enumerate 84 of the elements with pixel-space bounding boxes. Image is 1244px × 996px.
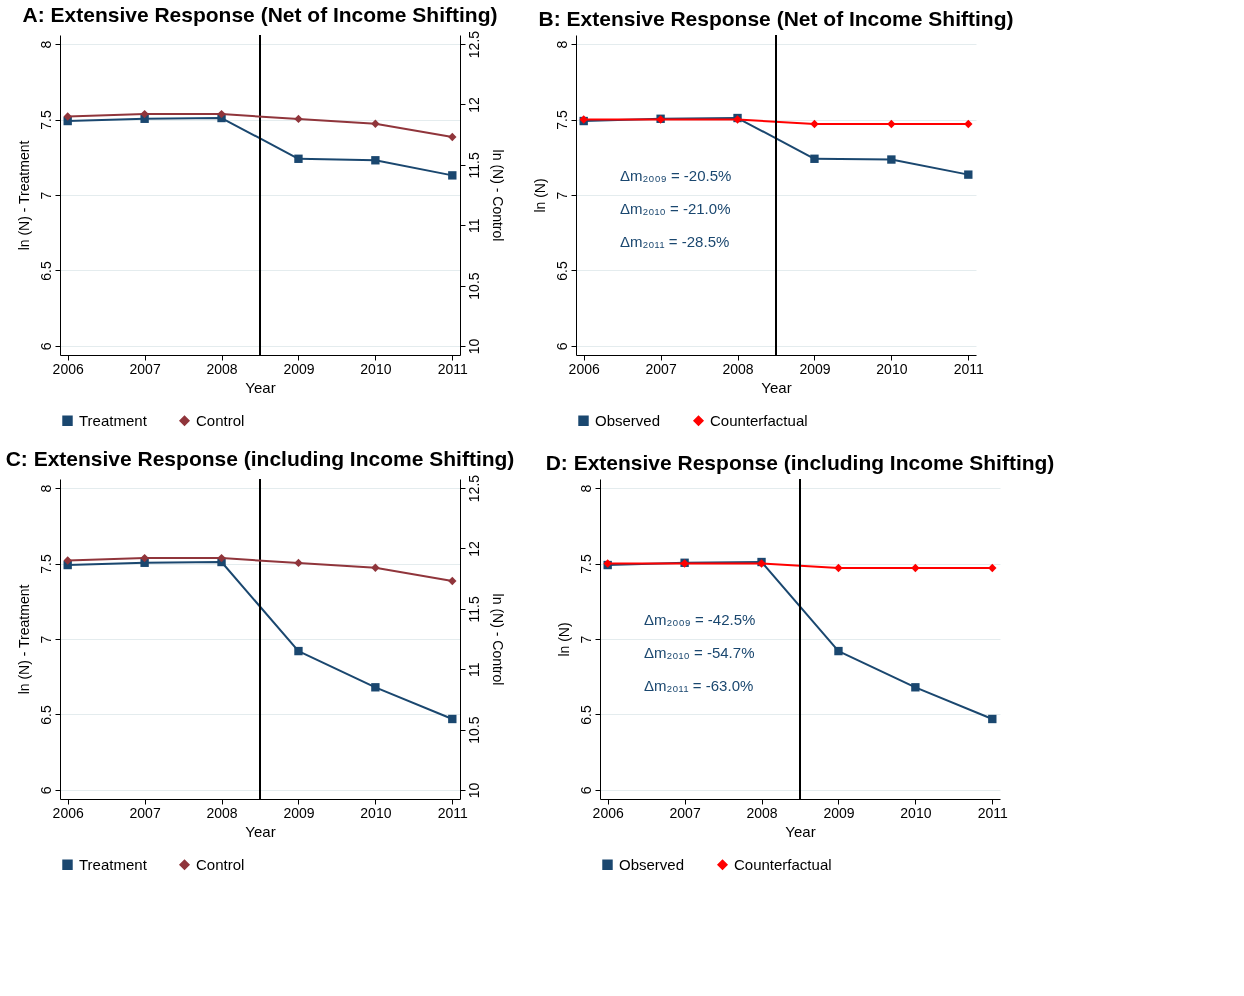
- y2-tick-label: 10: [465, 338, 482, 355]
- legend-label: Observed: [595, 411, 661, 429]
- x-tick-label: 2011: [437, 804, 469, 821]
- legend-label: Treatment: [79, 411, 148, 429]
- x-axis-title: Year: [785, 822, 816, 840]
- y-tick-label: 6: [577, 786, 594, 795]
- x-tick-label: 2008: [746, 804, 778, 821]
- y-tick-label: 7.5: [37, 554, 54, 574]
- y-tick-label: 6.5: [553, 261, 570, 281]
- legend-label: Counterfactual: [734, 855, 832, 873]
- annotation: Δm₂₀₀₉ = -20.5%: [620, 166, 732, 184]
- y-tick-label: 7.5: [553, 110, 570, 130]
- x-tick-label: 2009: [283, 360, 315, 377]
- x-tick-label: 2010: [360, 804, 392, 821]
- x-tick-label: 2011: [437, 360, 469, 377]
- y-tick-label: 6: [37, 342, 54, 351]
- legend-label: Treatment: [79, 855, 148, 873]
- annotation: Δm₂₀₁₁ = -63.0%: [644, 676, 754, 694]
- x-tick-label: 2007: [129, 360, 161, 377]
- x-axis-title: Year: [245, 378, 276, 396]
- x-tick-label: 2008: [722, 360, 754, 377]
- y2-tick-label: 12.5: [465, 474, 482, 503]
- y-axis-title: ln (N): [531, 178, 548, 213]
- x-tick-label: 2006: [52, 360, 84, 377]
- y2-tick-label: 12.5: [465, 30, 482, 59]
- y-axis-title: ln (N) - Treatment: [15, 584, 32, 695]
- x-tick-label: 2011: [953, 360, 985, 377]
- y-tick-label: 6: [37, 786, 54, 795]
- y2-tick-label: 10.5: [465, 716, 482, 744]
- annotation: Δm₂₀₁₀ = -54.7%: [644, 643, 755, 661]
- y2-tick-label: 10: [465, 782, 482, 799]
- y-tick-label: 7.5: [37, 110, 54, 130]
- y2-tick-label: 11.5: [465, 596, 482, 623]
- y-tick-label: 8: [37, 40, 54, 49]
- legend-label: Counterfactual: [710, 411, 808, 429]
- chart-title: D: Extensive Response (including Income Shifting): [545, 451, 1055, 474]
- y-tick-label: 6: [553, 342, 570, 351]
- y-tick-label: 7: [577, 635, 594, 644]
- y-axis-title: ln (N): [555, 622, 572, 657]
- x-tick-label: 2010: [900, 804, 932, 821]
- annotation: Δm₂₀₀₉ = -42.5%: [644, 610, 756, 628]
- x-axis-title: Year: [761, 378, 792, 396]
- y-tick-label: 6.5: [37, 261, 54, 281]
- y-tick-label: 8: [37, 484, 54, 493]
- x-tick-label: 2009: [823, 804, 855, 821]
- x-tick-label: 2010: [876, 360, 908, 377]
- chart-title: C: Extensive Response (including Income Shifting): [5, 447, 515, 471]
- y-tick-label: 6.5: [577, 705, 594, 725]
- annotation: Δm₂₀₁₀ = -21.0%: [620, 199, 731, 217]
- y-tick-label: 6.5: [37, 705, 54, 725]
- x-tick-label: 2006: [52, 804, 84, 821]
- x-tick-label: 2009: [283, 804, 315, 821]
- y2-tick-label: 11.5: [465, 152, 482, 179]
- x-tick-label: 2007: [645, 360, 677, 377]
- y-tick-label: 7.5: [577, 554, 594, 574]
- y-tick-label: 7: [37, 191, 54, 200]
- y2-tick-label: 10.5: [465, 272, 482, 300]
- x-tick-label: 2008: [206, 804, 238, 821]
- x-tick-label: 2010: [360, 360, 392, 377]
- y2-axis-title: ln (N) - Control: [489, 593, 506, 686]
- y-tick-label: 7: [37, 635, 54, 644]
- y-tick-label: 7: [553, 191, 570, 200]
- y2-tick-label: 11: [465, 662, 482, 677]
- x-axis-title: Year: [245, 822, 276, 840]
- y2-tick-label: 12: [465, 540, 482, 557]
- x-tick-label: 2006: [568, 360, 600, 377]
- y-tick-label: 8: [577, 484, 594, 493]
- y-axis-title: ln (N) - Treatment: [15, 140, 32, 251]
- x-tick-label: 2007: [129, 804, 161, 821]
- y2-tick-label: 12: [465, 96, 482, 113]
- x-tick-label: 2006: [592, 804, 624, 821]
- legend-label: Control: [196, 411, 245, 429]
- chart-title: A: Extensive Response (Net of Income Shifting): [22, 3, 498, 27]
- x-tick-label: 2008: [206, 360, 238, 377]
- x-tick-label: 2011: [977, 804, 1009, 821]
- y-tick-label: 8: [553, 40, 570, 49]
- legend-label: Control: [196, 855, 245, 873]
- x-tick-label: 2007: [669, 804, 701, 821]
- annotation: Δm₂₀₁₁ = -28.5%: [620, 232, 730, 250]
- x-tick-label: 2009: [799, 360, 831, 377]
- legend-label: Observed: [619, 855, 685, 873]
- y2-tick-label: 11: [465, 218, 482, 233]
- y2-axis-title: ln (N) - Control: [489, 149, 506, 242]
- chart-title: B: Extensive Response (Net of Income Shifting): [538, 7, 1014, 30]
